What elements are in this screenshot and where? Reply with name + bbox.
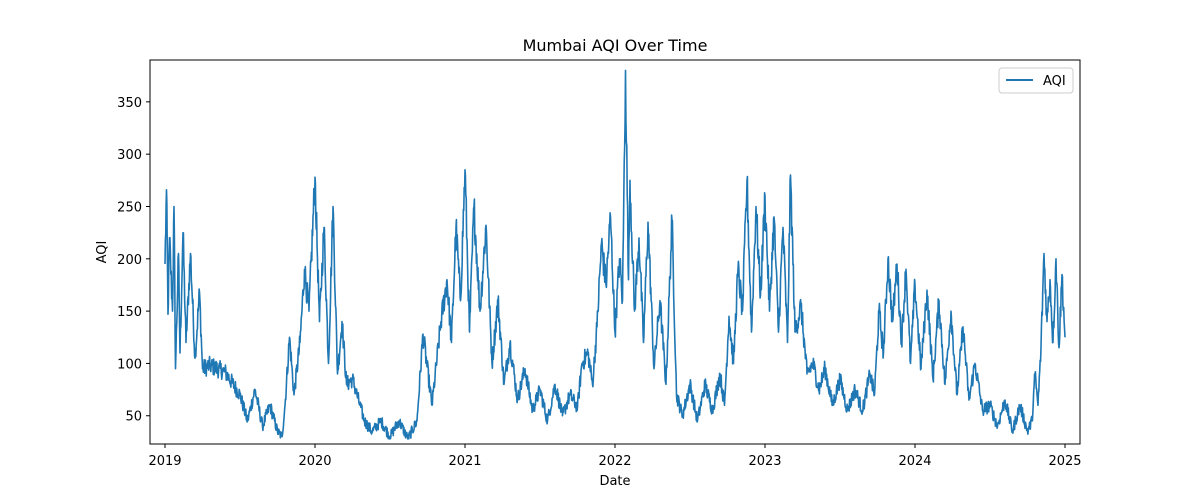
x-tick-label: 2023 xyxy=(748,454,781,469)
y-tick-label: 300 xyxy=(117,148,142,163)
x-tick-label: 2021 xyxy=(448,454,481,469)
y-axis-title: AQI xyxy=(95,241,110,264)
y-axis: 50 100 150 200 250 300 350 xyxy=(117,96,150,425)
y-tick-label: 200 xyxy=(117,253,142,268)
x-tick-label: 2019 xyxy=(148,454,181,469)
y-tick-label: 150 xyxy=(117,305,142,320)
aqi-series-line xyxy=(164,69,1066,440)
y-tick-label: 100 xyxy=(117,357,142,372)
legend-box xyxy=(998,67,1074,94)
y-tick-label: 50 xyxy=(125,410,142,425)
axes-frame xyxy=(149,59,1081,445)
plot-area xyxy=(164,69,1066,440)
x-tick-label: 2025 xyxy=(1048,454,1081,469)
y-tick-label: 350 xyxy=(117,96,142,111)
chart-title: Mumbai AQI Over Time xyxy=(523,36,708,55)
x-tick-label: 2024 xyxy=(898,454,931,469)
legend-label: AQI xyxy=(1043,74,1066,89)
x-tick-label: 2022 xyxy=(598,454,631,469)
x-tick-label: 2020 xyxy=(298,454,331,469)
y-tick-label: 250 xyxy=(117,200,142,215)
x-axis-title: Date xyxy=(599,474,630,489)
legend: AQI xyxy=(998,67,1074,94)
x-axis: 2019 2020 2021 2022 2023 2024 2025 xyxy=(148,444,1082,469)
